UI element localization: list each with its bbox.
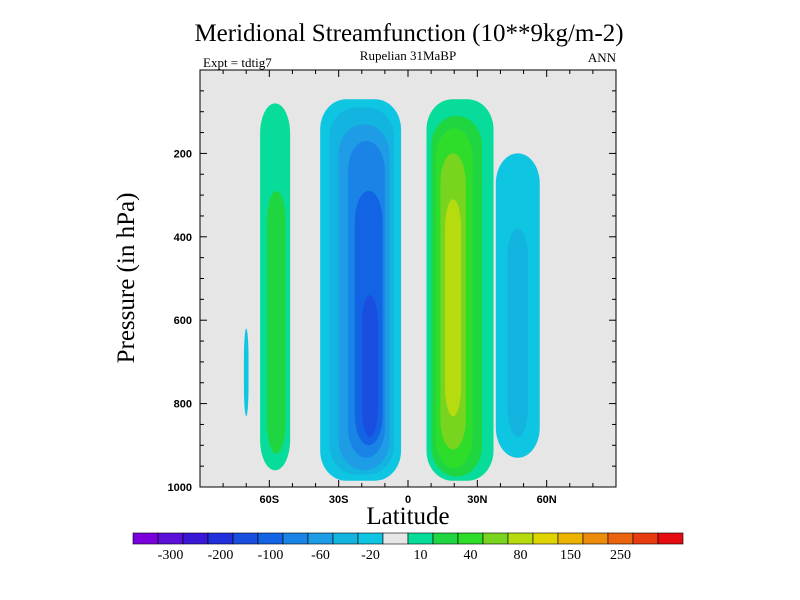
contour-nh-hadley-cell-core bbox=[444, 199, 462, 417]
colorbar-swatch bbox=[382, 532, 409, 545]
contour-sh-hadley-cell-core bbox=[361, 295, 378, 437]
colorbar-label: 150 bbox=[560, 548, 581, 563]
colorbar-swatch bbox=[157, 532, 184, 545]
x-tick-label: 30S bbox=[329, 494, 349, 506]
x-tick-label: 30N bbox=[467, 494, 487, 506]
colorbar-swatch bbox=[432, 532, 459, 545]
colorbar-label: 80 bbox=[514, 548, 528, 563]
colorbar-label: -200 bbox=[208, 548, 234, 563]
colorbar-swatch bbox=[257, 532, 284, 545]
colorbar-swatch bbox=[207, 532, 234, 545]
x-tick-label: 60N bbox=[537, 494, 557, 506]
y-tick-label: 600 bbox=[174, 315, 192, 327]
colorbar-swatch bbox=[332, 532, 359, 545]
colorbar-swatch bbox=[607, 532, 634, 545]
colorbar-label: -60 bbox=[311, 548, 330, 563]
colorbar-swatch bbox=[357, 532, 384, 545]
colorbar-swatch bbox=[457, 532, 484, 545]
experiment-label: Expt = tdtig7 bbox=[203, 55, 272, 70]
colorbar-label: -100 bbox=[258, 548, 284, 563]
colorbar-swatch bbox=[557, 532, 584, 545]
colorbar-swatch bbox=[582, 532, 609, 545]
colorbar-swatch bbox=[407, 532, 434, 545]
x-axis: 60S 30S 0 30N 60N bbox=[222, 70, 594, 506]
colorbar-swatch bbox=[657, 532, 684, 545]
x-tick-label: 0 bbox=[405, 494, 411, 506]
y-tick-label: 1000 bbox=[168, 482, 192, 494]
y-tick-label: 400 bbox=[174, 232, 192, 244]
y-axis: 200 400 600 800 1000 bbox=[168, 90, 616, 494]
colorbar-swatch bbox=[482, 532, 509, 545]
contour-nh-ferrel-cell-core bbox=[507, 228, 529, 437]
y-axis-label: Pressure (in hPa) bbox=[113, 193, 140, 364]
colorbar-swatch bbox=[132, 532, 159, 545]
x-axis-label: Latitude bbox=[366, 503, 449, 530]
colorbar-swatch bbox=[307, 532, 334, 545]
period-label: Rupelian 31MaBP bbox=[360, 48, 456, 63]
y-tick-label: 200 bbox=[174, 148, 192, 160]
colorbar: -300 -200 -100 -60 -20 10 40 80 150 250 bbox=[132, 532, 684, 563]
contour-sh-ferrel-cell-core bbox=[267, 190, 286, 454]
colorbar-swatch bbox=[182, 532, 209, 545]
colorbar-label: 40 bbox=[464, 548, 478, 563]
x-tick-label: 60S bbox=[260, 494, 280, 506]
colorbar-swatch bbox=[532, 532, 559, 545]
contour-fills bbox=[243, 99, 540, 481]
colorbar-swatch bbox=[507, 532, 534, 545]
colorbar-label: -300 bbox=[158, 548, 184, 563]
colorbar-swatch bbox=[282, 532, 309, 545]
colorbar-label: 250 bbox=[610, 548, 631, 563]
chart-title: Meridional Streamfunction (10**9kg/m-2) bbox=[194, 20, 623, 47]
colorbar-label: 10 bbox=[414, 548, 428, 563]
colorbar-swatch bbox=[632, 532, 659, 545]
contour-sh-polar-blip bbox=[243, 328, 249, 417]
colorbar-swatch bbox=[232, 532, 259, 545]
y-tick-label: 800 bbox=[174, 399, 192, 411]
season-label: ANN bbox=[588, 50, 617, 65]
colorbar-label: -20 bbox=[361, 548, 380, 563]
